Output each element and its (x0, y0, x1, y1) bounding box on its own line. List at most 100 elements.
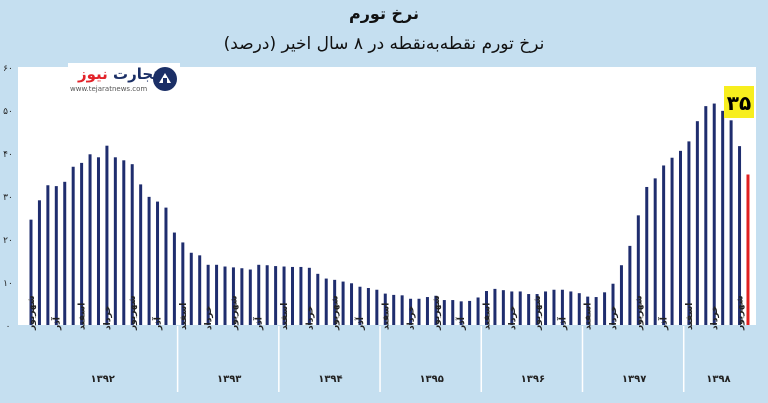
bar (164, 207, 168, 325)
bar (409, 298, 413, 325)
x-month-label: شهریور (229, 295, 239, 331)
x-month-label: خرداد (407, 306, 417, 330)
bar (738, 146, 742, 325)
x-year-label: ۱۳۹۳ (217, 374, 241, 385)
x-month-label: خرداد (103, 306, 113, 330)
bar (569, 291, 573, 325)
bar (307, 267, 311, 325)
logo-name-part2: نیوز (78, 65, 108, 83)
bar (215, 264, 219, 325)
bar (594, 297, 598, 325)
bar (29, 219, 33, 325)
bar (274, 266, 278, 325)
bar (290, 266, 294, 325)
tejaratnews-logo-icon (153, 67, 177, 91)
bar (560, 289, 564, 325)
logo-url: www.tejaratnews.com (70, 85, 148, 93)
bar (172, 232, 176, 325)
x-axis: شهریور آذر اسفند خرداد شهریور آذر اسفند خرداد شه… (27, 295, 746, 392)
bar (240, 268, 244, 325)
x-month-label: آذر (354, 316, 366, 331)
x-month-label: اسفند (179, 303, 189, 330)
x-year-label: ۱۳۹۸ (706, 374, 730, 385)
bar (113, 157, 117, 325)
bar (375, 289, 379, 325)
y-tick-label: ۰ (6, 322, 11, 332)
bar (88, 154, 92, 325)
bar (501, 290, 505, 325)
bar (198, 255, 202, 325)
x-month-label: شهریور (27, 295, 37, 331)
bar (459, 301, 463, 325)
bar (628, 245, 632, 325)
bar (434, 295, 438, 325)
bar (544, 291, 548, 325)
callout-box (724, 86, 754, 118)
bar (729, 120, 733, 325)
bar (603, 292, 607, 325)
x-month-label: خرداد (305, 306, 315, 330)
bar (417, 298, 421, 325)
x-month-label: اسفند (584, 303, 594, 330)
tejaratnews-logo: تجارت نیوز www.tejaratnews.com (68, 63, 180, 97)
bar (189, 252, 193, 325)
bar (619, 265, 623, 325)
bar (105, 145, 109, 325)
x-month-label: اسفند (78, 303, 88, 330)
x-month-label: اسفند (685, 303, 695, 330)
bar (518, 291, 522, 325)
bar (442, 300, 446, 325)
bar (366, 288, 370, 325)
y-tick-label: ۱۰ (3, 279, 13, 289)
bar (257, 264, 261, 325)
x-month-label: آذر (455, 316, 467, 331)
last-value-callout: ۳۵ (724, 86, 754, 118)
bar (333, 279, 337, 325)
bar (147, 196, 151, 325)
x-month-label: خرداد (508, 306, 518, 330)
bar (476, 297, 480, 325)
bar (71, 166, 75, 325)
bar (392, 294, 396, 325)
bar (316, 273, 320, 325)
chart-subtitle: نرخ تورم نقطه‌به‌نقطه در ۸ سال اخیر (درص… (223, 34, 545, 54)
x-month-label: شهریور (634, 295, 644, 331)
bar (712, 103, 716, 325)
x-month-label: اسفند (482, 303, 492, 330)
bar (96, 157, 100, 325)
logo-wordmark: تجارت نیوز (78, 65, 159, 83)
bar (493, 288, 497, 325)
bar-latest (746, 174, 750, 325)
bar (130, 164, 134, 325)
x-year-label: ۱۳۹۴ (318, 374, 342, 385)
bar (231, 267, 235, 325)
bar (636, 215, 640, 325)
chart-title: نرخ تورم (348, 4, 420, 23)
x-month-label: خرداد (609, 306, 619, 330)
bar (80, 162, 84, 325)
bar (586, 296, 590, 325)
bar (37, 200, 41, 325)
bar (299, 266, 303, 325)
bar (156, 201, 160, 325)
logo-name-part1: تجارت (113, 65, 159, 83)
x-month-label: اسفند (280, 303, 290, 330)
bar-series (29, 103, 750, 326)
bar (383, 293, 387, 325)
x-month-label: خرداد (710, 306, 720, 330)
bar (400, 295, 404, 325)
bar (645, 186, 649, 325)
bar (611, 283, 615, 325)
x-month-label: شهریور (736, 295, 746, 331)
x-month-label: آذر (253, 316, 265, 331)
y-tick-label: ۶۰ (3, 64, 13, 74)
y-tick-label: ۴۰ (3, 150, 13, 160)
bar (721, 110, 725, 325)
bar (552, 289, 556, 325)
bar (425, 297, 429, 325)
bar (468, 300, 472, 325)
y-axis: ۰ ۱۰ ۲۰ ۳۰ ۴۰ ۵۰ ۶۰ (3, 64, 13, 332)
bar (653, 178, 657, 325)
bar (206, 264, 210, 325)
